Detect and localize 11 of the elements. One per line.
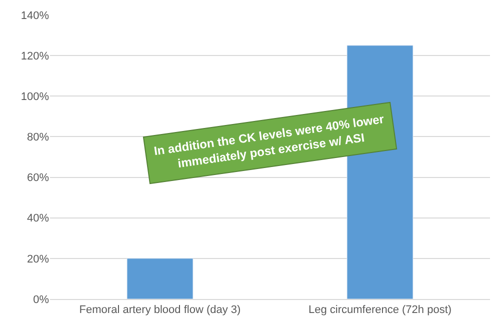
x-tick-label: Leg circumference (72h post) [308, 304, 452, 316]
y-tick-label: 40% [26, 212, 50, 225]
y-tick-label: 80% [26, 132, 50, 144]
y-tick-label: 0% [33, 294, 50, 306]
y-tick-label: 140% [20, 10, 50, 22]
y-tick-label: 60% [26, 172, 50, 184]
y-tick-label: 100% [20, 90, 50, 103]
annotation: In addition the CK levels were 40% lower immediately post exercise w/ ASI [153, 112, 386, 171]
x-tick-label: Femoral artery blood flow (day 3) [79, 304, 241, 316]
y-tick-label: 120% [20, 50, 50, 62]
y-tick-label: 20% [26, 253, 50, 266]
